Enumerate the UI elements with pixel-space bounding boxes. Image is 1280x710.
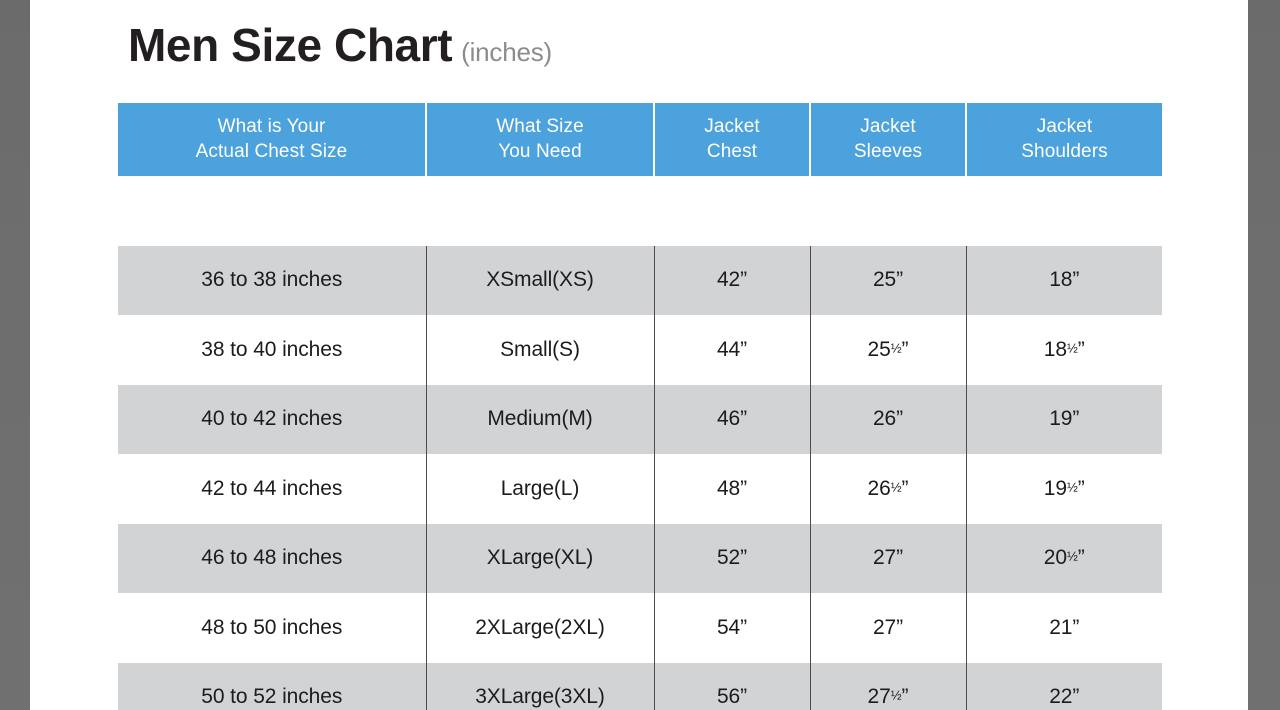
table-row: 42 to 44 inches Large(L) 48” 26½” 19½” xyxy=(118,454,1162,524)
page-title-unit: (inches) xyxy=(461,37,553,67)
cell-size-you-need: 2XLarge(2XL) xyxy=(426,593,655,663)
cell-actual-chest-size: 48 to 50 inches xyxy=(118,593,427,663)
cell-size-you-need: XLarge(XL) xyxy=(426,523,655,593)
cell-jacket-chest: 48” xyxy=(654,454,811,524)
half-fraction-glyph: ½ xyxy=(1066,479,1078,495)
cell-jacket-sleeves: 27” xyxy=(810,523,967,593)
cell-size-you-need: XSmall(XS) xyxy=(426,245,655,315)
column-header-line2: Chest xyxy=(706,140,758,162)
cell-jacket-shoulders: 21” xyxy=(966,593,1162,663)
cell-actual-chest-size: 46 to 48 inches xyxy=(118,523,427,593)
gap-cell xyxy=(118,176,1162,246)
column-header-jacket-shoulders: Jacket Shoulders xyxy=(966,103,1162,176)
column-header-jacket-sleeves: Jacket Sleeves xyxy=(810,103,967,176)
page-title: Men Size Chart (inches) xyxy=(128,18,552,72)
cell-jacket-sleeves: 27” xyxy=(810,593,967,663)
cell-jacket-chest: 54” xyxy=(654,593,811,663)
column-header-line2: You Need xyxy=(498,140,582,162)
cell-jacket-shoulders: 18” xyxy=(966,245,1162,315)
cell-actual-chest-size: 42 to 44 inches xyxy=(118,454,427,524)
half-fraction-glyph: ½ xyxy=(890,340,902,356)
cell-jacket-chest: 52” xyxy=(654,523,811,593)
cell-jacket-sleeves: 26½” xyxy=(810,454,967,524)
half-fraction-glyph: ½ xyxy=(890,479,902,495)
table-header-row: What is Your Actual Chest Size What Size… xyxy=(118,103,1162,176)
cell-jacket-sleeves: 25½” xyxy=(810,315,967,385)
table-row: 38 to 40 inches Small(S) 44” 25½” 18½” xyxy=(118,315,1162,385)
cell-actual-chest-size: 36 to 38 inches xyxy=(118,245,427,315)
column-header-line1: Jacket xyxy=(704,116,760,138)
table-row: 40 to 42 inches Medium(M) 46” 26” 19” xyxy=(118,384,1162,454)
half-fraction-glyph: ½ xyxy=(1066,340,1078,356)
table-row: 46 to 48 inches XLarge(XL) 52” 27” 20½” xyxy=(118,523,1162,593)
cell-actual-chest-size: 40 to 42 inches xyxy=(118,384,427,454)
table-header: What is Your Actual Chest Size What Size… xyxy=(118,103,1162,176)
column-header-line1: Jacket xyxy=(1036,116,1093,138)
cell-jacket-chest: 46” xyxy=(654,384,811,454)
table-row: 50 to 52 inches 3XLarge(3XL) 56” 27½” 22” xyxy=(118,662,1162,710)
cell-size-you-need: Small(S) xyxy=(426,315,655,385)
cell-jacket-sleeves: 25” xyxy=(810,245,967,315)
column-header-line2: Shoulders xyxy=(1021,140,1108,162)
cell-jacket-sleeves: 26” xyxy=(810,384,967,454)
column-header-line2: Sleeves xyxy=(853,140,923,162)
cell-jacket-sleeves: 27½” xyxy=(810,662,967,710)
cell-size-you-need: Medium(M) xyxy=(426,384,655,454)
cell-jacket-chest: 42” xyxy=(654,245,811,315)
size-chart-table: What is Your Actual Chest Size What Size… xyxy=(118,103,1162,710)
cell-jacket-chest: 44” xyxy=(654,315,811,385)
page-title-main: Men Size Chart xyxy=(128,19,453,71)
cell-actual-chest-size: 50 to 52 inches xyxy=(118,662,427,710)
column-header-line2: Actual Chest Size xyxy=(195,140,348,162)
cell-size-you-need: 3XLarge(3XL) xyxy=(426,662,655,710)
letterbox-right xyxy=(1248,0,1280,710)
cell-jacket-shoulders: 19½” xyxy=(966,454,1162,524)
cell-actual-chest-size: 38 to 40 inches xyxy=(118,315,427,385)
table-row: 48 to 50 inches 2XLarge(2XL) 54” 27” 21” xyxy=(118,593,1162,663)
slide-canvas: Men Size Chart (inches) What is Your Act… xyxy=(30,0,1248,710)
half-fraction-glyph: ½ xyxy=(890,687,902,703)
column-header-size-you-need: What Size You Need xyxy=(426,103,655,176)
cell-jacket-shoulders: 22” xyxy=(966,662,1162,710)
letterbox-left xyxy=(0,0,30,710)
table-body: 36 to 38 inches XSmall(XS) 42” 25” 18” 38 to … xyxy=(118,176,1162,710)
column-header-line1: What is Your xyxy=(217,116,326,138)
half-fraction-glyph: ½ xyxy=(1066,548,1078,564)
column-header-actual-chest-size: What is Your Actual Chest Size xyxy=(118,103,427,176)
header-body-gap xyxy=(118,176,1162,246)
column-header-line1: Jacket xyxy=(860,116,916,138)
column-header-line1: What Size xyxy=(496,116,584,138)
column-header-jacket-chest: Jacket Chest xyxy=(654,103,811,176)
cell-jacket-shoulders: 20½” xyxy=(966,523,1162,593)
cell-jacket-chest: 56” xyxy=(654,662,811,710)
cell-size-you-need: Large(L) xyxy=(426,454,655,524)
cell-jacket-shoulders: 18½” xyxy=(966,315,1162,385)
cell-jacket-shoulders: 19” xyxy=(966,384,1162,454)
table-row: 36 to 38 inches XSmall(XS) 42” 25” 18” xyxy=(118,245,1162,315)
